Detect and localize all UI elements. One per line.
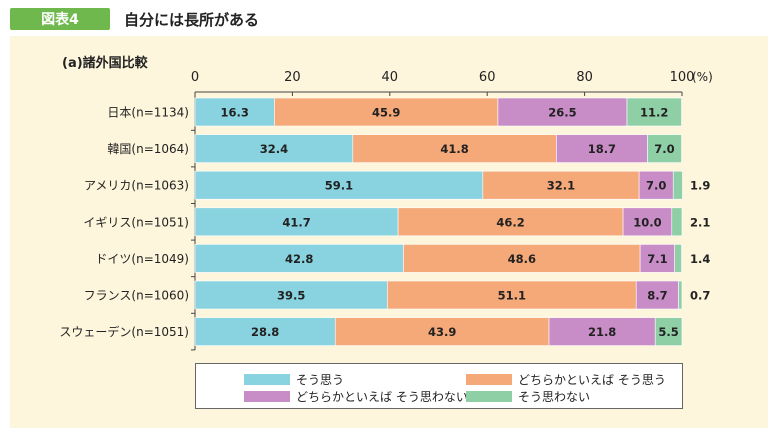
legend-item-series-1: そう思う <box>244 371 344 388</box>
category-label: ドイツ(n=1049) <box>95 252 189 266</box>
bar-segment <box>387 280 637 310</box>
figure-number-badge: 図表4 <box>10 8 110 30</box>
data-label: 18.7 <box>588 142 616 156</box>
legend-swatch-series-3 <box>244 391 290 402</box>
data-label: 42.8 <box>285 252 313 266</box>
legend-label-series-2: どちらかといえば そう思う <box>518 373 666 387</box>
bar-segment <box>548 317 656 346</box>
data-label: 8.7 <box>647 289 667 303</box>
bar-segment <box>482 170 640 200</box>
data-label: 43.9 <box>428 325 456 339</box>
category-label: イギリス(n=1051) <box>83 215 189 229</box>
x-tick-label: 40 <box>382 70 399 85</box>
bar-segment <box>626 97 682 127</box>
bar-segment <box>194 170 484 200</box>
bar-segment <box>497 97 628 127</box>
bar-segment <box>672 170 683 200</box>
bar-segment <box>635 280 679 310</box>
data-label: 5.5 <box>658 325 678 339</box>
bar-segment <box>556 134 648 163</box>
legend-label-series-1: そう思う <box>296 373 345 387</box>
data-label: 7.0 <box>654 142 674 156</box>
bar-segment <box>194 134 354 163</box>
figure-title: 自分には長所がある <box>124 11 260 29</box>
bar-segment <box>194 207 399 237</box>
data-label: 41.7 <box>282 215 310 229</box>
legend-item-series-2: どちらかといえば そう思う <box>466 371 666 388</box>
data-label: 39.5 <box>277 289 305 303</box>
legend-swatch-series-2 <box>466 374 512 385</box>
legend-item-series-3: どちらかといえば そう思わない <box>244 388 468 405</box>
data-label: 32.1 <box>547 179 575 193</box>
data-label: 46.2 <box>496 215 524 229</box>
bar-segment <box>403 244 641 273</box>
bar-segment <box>194 280 388 310</box>
legend-swatch-series-1 <box>244 374 290 385</box>
bar-segment <box>639 244 675 273</box>
data-label: 1.9 <box>690 179 710 193</box>
data-label: 41.8 <box>440 142 468 156</box>
legend-label-series-4: そう思わない <box>518 390 591 404</box>
bar-segment <box>397 207 624 237</box>
data-label: 7.0 <box>646 179 666 193</box>
category-label: 日本(n=1134) <box>107 106 189 120</box>
bar-segment <box>194 97 275 127</box>
data-label: 21.8 <box>588 325 616 339</box>
x-tick-label: 100 <box>670 70 695 85</box>
data-label: 28.8 <box>251 325 279 339</box>
data-label: 10.0 <box>633 215 661 229</box>
bar-segment <box>638 170 674 200</box>
x-tick-label: 0 <box>191 70 199 85</box>
data-label: 16.3 <box>221 106 249 120</box>
legend-swatch-series-4 <box>466 391 512 402</box>
data-label: 45.9 <box>372 106 400 120</box>
category-label: スウェーデン(n=1051) <box>59 324 189 339</box>
data-label: 0.7 <box>690 289 710 303</box>
data-label: 51.1 <box>498 289 526 303</box>
data-label: 59.1 <box>325 179 353 193</box>
legend-item-series-4: そう思わない <box>466 388 590 405</box>
bar-segment <box>674 244 682 273</box>
bar-segment <box>678 280 683 310</box>
bar-segment <box>352 134 557 163</box>
x-tick-label: 20 <box>284 70 301 85</box>
data-label: 2.1 <box>690 215 710 229</box>
chart-subtitle: (a)諸外国比較 <box>62 56 148 71</box>
category-label: アメリカ(n=1063) <box>84 179 189 193</box>
data-label: 48.6 <box>508 252 536 266</box>
bar-segment <box>622 207 673 237</box>
data-label: 1.4 <box>690 252 710 266</box>
bar-segment <box>654 317 683 346</box>
x-tick-label: 80 <box>576 70 593 85</box>
bar-segment <box>274 97 499 127</box>
data-label: 7.1 <box>647 252 667 266</box>
x-tick-label: 60 <box>479 70 496 85</box>
data-label: 11.2 <box>640 106 668 120</box>
category-label: 韓国(n=1064) <box>107 142 189 156</box>
chart-legend: そう思う どちらかといえば そう思う どちらかといえば そう思わない そう思わな… <box>195 363 683 409</box>
bar-segment <box>334 317 550 346</box>
legend-label-series-3: どちらかといえば そう思わない <box>296 390 468 404</box>
category-label: フランス(n=1060) <box>84 289 189 303</box>
data-label: 32.4 <box>260 142 288 156</box>
bar-segment <box>671 207 683 237</box>
figure-header: 図表4 自分には長所がある <box>0 0 775 36</box>
bar-segment <box>647 134 682 163</box>
x-unit-label: (%) <box>692 70 713 84</box>
data-label: 26.5 <box>548 106 576 120</box>
